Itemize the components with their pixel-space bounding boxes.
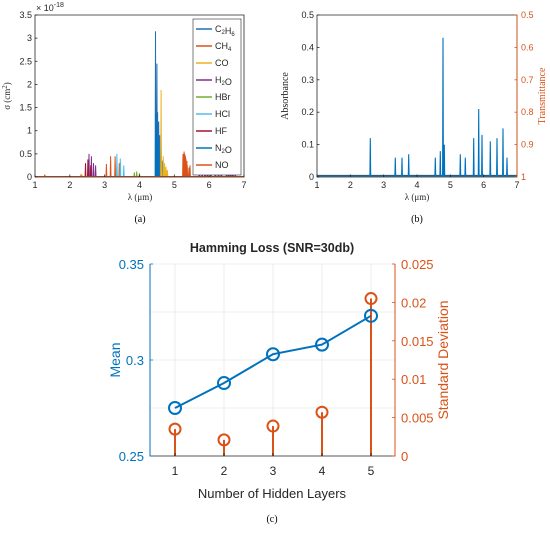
panel-a-y-tick-label: 1.5 bbox=[19, 103, 32, 113]
panel-a-legend-label: C2H6 bbox=[215, 24, 235, 38]
panel-b-y2-tick-label: 0.9 bbox=[521, 140, 534, 150]
panel-a-legend-label: HF bbox=[215, 126, 227, 136]
panel-c-y2-tick-label: 0 bbox=[401, 449, 408, 464]
panel-b-y-axis-label: Absorbance bbox=[280, 72, 291, 120]
panel-c-mean-point bbox=[266, 347, 280, 362]
panel-b-x-tick-label: 6 bbox=[481, 180, 486, 190]
panel-c-std-point bbox=[266, 419, 280, 433]
panel-a-x-axis-label: λ (μm) bbox=[128, 192, 152, 202]
panel-a-legend-label: HCl bbox=[215, 109, 230, 119]
panel-c-y2-tick-label: 0.025 bbox=[401, 257, 434, 272]
panel-a-y-axis-label: σ (cm2) bbox=[1, 82, 12, 110]
panel-b-x-tick-label: 4 bbox=[414, 180, 419, 190]
panel-b-x-tick-label: 5 bbox=[448, 180, 453, 190]
panel-a-x-tick-label: 6 bbox=[207, 180, 212, 190]
panel-c-x-axis-label: Number of Hidden Layers bbox=[198, 486, 347, 501]
panel-c-title: Hamming Loss (SNR=30db) bbox=[190, 241, 354, 255]
panel-b-x-tick-label: 3 bbox=[381, 180, 386, 190]
panel-c-y-tick-label: 0.35 bbox=[119, 257, 144, 272]
panel-a-y-tick-label: 0.5 bbox=[19, 149, 32, 159]
panel-c-mean-point bbox=[364, 308, 378, 323]
panel-a-series-hbr bbox=[35, 171, 244, 177]
panel-a-x-tick-label: 7 bbox=[241, 180, 246, 190]
panel-a-y-tick-label: 3 bbox=[27, 33, 32, 43]
panel-c-std-point bbox=[364, 292, 378, 306]
panel-b: 1 2 3 4 5 6 700.10.20.30.40.510.90.80.70.60.5 … bbox=[280, 10, 548, 225]
panel-b-caption: (b) bbox=[411, 214, 423, 225]
panel-b-ticks: 1 2 3 4 5 6 7 0 0.1 0.2 0.3 0.4 0.5 1 0.9 0.8 0.7 0.6 0.5 bbox=[301, 10, 533, 190]
panel-a-x-tick-label: 3 bbox=[102, 180, 107, 190]
panel-c-x-tick-label: 3 bbox=[270, 464, 277, 478]
panel-b-y2-axis-label: Transmittance bbox=[537, 67, 548, 124]
panel-c-std-point bbox=[217, 433, 231, 447]
panel-c-y2-tick-label: 0.01 bbox=[401, 372, 426, 387]
panel-a-spectra bbox=[35, 31, 244, 177]
panel-c-mean-line bbox=[174, 314, 372, 409]
panel-c-y2-tick-label: 0.015 bbox=[401, 334, 434, 349]
panel-c-series bbox=[168, 292, 378, 456]
panel-b-y-tick-label: 0.1 bbox=[301, 140, 314, 150]
panel-a-series-n2o bbox=[35, 114, 244, 177]
panel-a-series-hf bbox=[35, 159, 244, 177]
panel-b-y2-tick-label: 0.8 bbox=[521, 107, 534, 117]
panel-c-std-point bbox=[168, 422, 182, 436]
panel-c-mean-point bbox=[315, 337, 329, 352]
panel-a-exponent: × 10-18 bbox=[36, 2, 64, 13]
panel-a-legend-label: CH4 bbox=[215, 41, 232, 53]
panel-a-legend-label: N2O bbox=[215, 143, 232, 155]
panel-a-legend-label: H2O bbox=[215, 75, 232, 87]
panel-b-y-tick-label: 0.2 bbox=[301, 107, 314, 117]
panel-b-y-tick-label: 0 bbox=[309, 172, 314, 182]
panel-b-plot-area bbox=[317, 15, 517, 177]
panel-a-x-tick-label: 5 bbox=[172, 180, 177, 190]
panel-c-caption: (c) bbox=[266, 514, 277, 525]
panel-c-x-tick-label: 4 bbox=[319, 464, 326, 478]
panel-c-y-axis-label: Mean bbox=[107, 342, 123, 377]
panel-a-legend-label: NO bbox=[215, 160, 229, 170]
panel-c-y2-axis-label: Standard Deviation bbox=[435, 300, 451, 419]
panel-a-y-tick-label: 2 bbox=[27, 79, 32, 89]
panel-c-x-tick-label: 2 bbox=[221, 464, 228, 478]
panel-a: 1 2 3 4 5 6 700.511.522.533.5 × 10-18 σ (cm2) … bbox=[1, 2, 247, 225]
panel-a-legend-label: CO bbox=[215, 58, 229, 68]
panel-a-y-tick-label: 0 bbox=[27, 172, 32, 182]
panel-b-x-tick-label: 7 bbox=[514, 180, 519, 190]
panel-b-x-tick-label: 2 bbox=[348, 180, 353, 190]
panel-b-y2-tick-label: 1 bbox=[521, 172, 526, 182]
panel-c-ticks: 1 2 3 4 5 0.25 0.3 0.35 0 0.005 0.01 0.015 0.02 0.025 bbox=[119, 257, 434, 478]
panel-b-y-tick-label: 0.5 bbox=[301, 10, 314, 20]
panel-a-series-no bbox=[35, 151, 244, 177]
panel-c-y2-tick-label: 0.02 bbox=[401, 295, 426, 310]
panel-b-y-tick-label: 0.4 bbox=[301, 42, 314, 52]
panel-b-y2-tick-label: 0.5 bbox=[521, 10, 534, 20]
panel-c-x-tick-label: 1 bbox=[172, 464, 179, 478]
panel-b-y-tick-label: 0.3 bbox=[301, 75, 314, 85]
panel-c-y2-tick-label: 0.005 bbox=[401, 411, 434, 426]
panel-a-ticks: 1 2 3 4 5 6 7 0 0.5 1 1.5 2 2.5 3 3.5 bbox=[19, 10, 246, 190]
panel-c-mean-point bbox=[168, 401, 182, 415]
panel-b-x-tick-label: 1 bbox=[314, 180, 319, 190]
panel-b-y2-tick-label: 0.6 bbox=[521, 42, 534, 52]
panel-a-legend-label: HBr bbox=[215, 92, 231, 102]
panel-b-y2-tick-label: 0.7 bbox=[521, 75, 534, 85]
panel-c-y-tick-label: 0.3 bbox=[126, 353, 144, 368]
panel-c: Hamming Loss (SNR=30db) 1 2 3 4 5 0.25 0.3 0.35… bbox=[107, 241, 451, 525]
panel-a-y-tick-label: 1 bbox=[27, 126, 32, 136]
panel-c-std-point bbox=[315, 405, 329, 419]
panel-a-series-hcl bbox=[35, 153, 244, 177]
panel-a-y-tick-label: 2.5 bbox=[19, 56, 32, 66]
panel-a-y-tick-label: 3.5 bbox=[19, 10, 32, 20]
panel-b-absorbance-line bbox=[317, 37, 517, 177]
panel-c-mean-point bbox=[217, 376, 231, 391]
panel-a-legend: C2H6 CH4 CO H2O HBr HCl HF N2O NO bbox=[192, 18, 242, 176]
panel-b-x-axis-label: λ (μm) bbox=[405, 192, 429, 202]
panel-c-x-tick-label: 5 bbox=[368, 464, 375, 478]
panel-a-caption: (a) bbox=[134, 214, 145, 225]
panel-a-x-tick-label: 4 bbox=[137, 180, 142, 190]
panel-a-x-tick-label: 2 bbox=[67, 180, 72, 190]
panel-a-x-tick-label: 1 bbox=[32, 180, 37, 190]
panel-c-y-tick-label: 0.25 bbox=[119, 449, 144, 464]
